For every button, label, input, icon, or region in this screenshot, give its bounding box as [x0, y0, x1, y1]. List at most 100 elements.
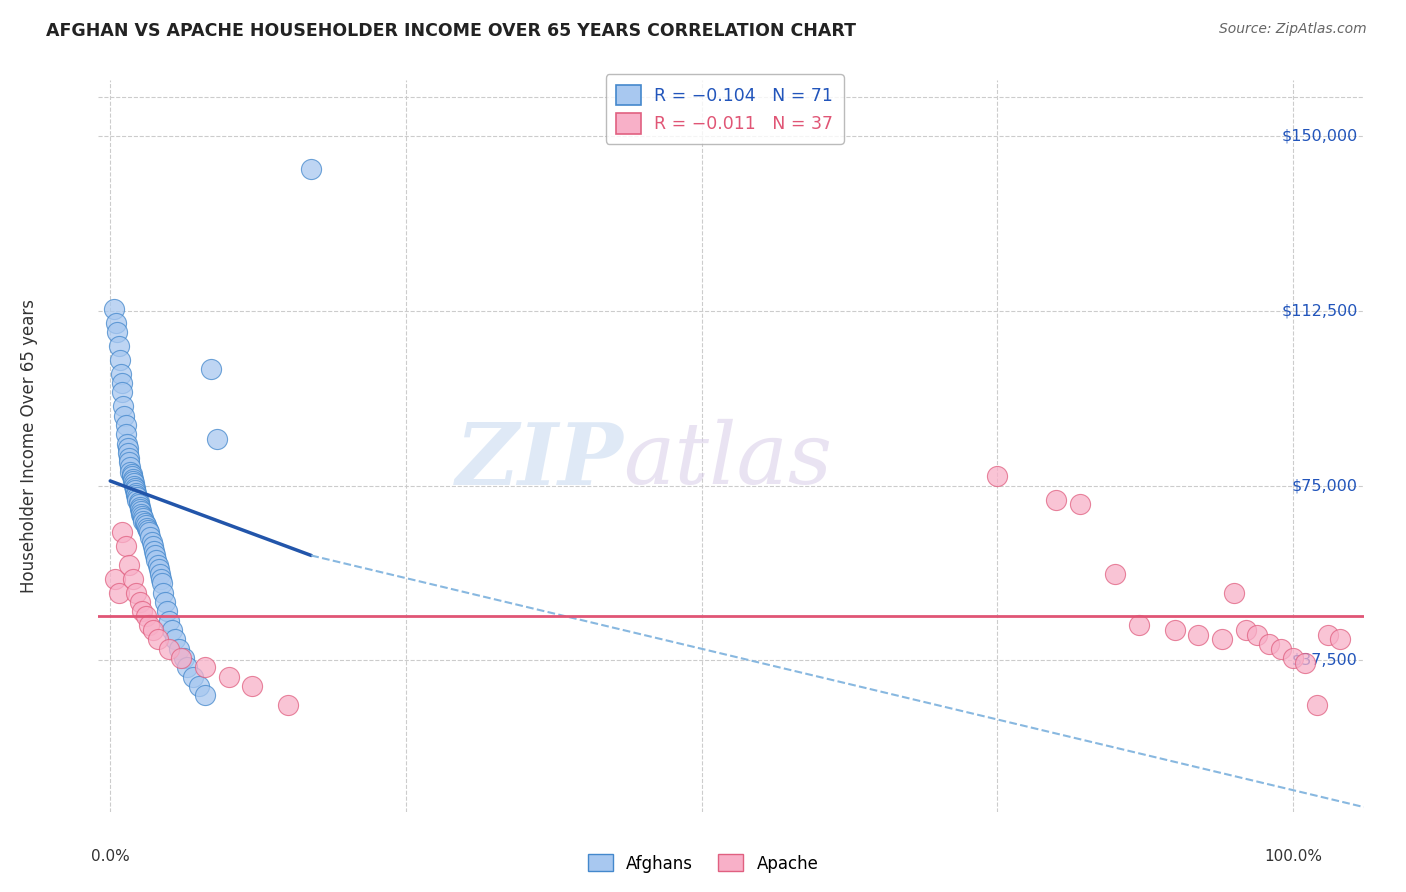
Point [165, 632, 187, 647]
Point [1104, 567, 1126, 582]
Point [200, 362, 222, 376]
Point [125, 586, 148, 600]
Point [1187, 628, 1209, 642]
Point [132, 514, 155, 528]
Point [142, 623, 165, 637]
Point [176, 660, 198, 674]
Point [110, 367, 132, 381]
Point [125, 488, 148, 502]
Point [121, 572, 143, 586]
Point [145, 553, 167, 567]
Point [150, 572, 173, 586]
Point [129, 507, 152, 521]
Point [124, 483, 146, 498]
Point [105, 325, 128, 339]
Text: ZIP: ZIP [456, 419, 623, 502]
Point [218, 670, 240, 684]
Point [146, 632, 169, 647]
Point [127, 490, 149, 504]
Point [131, 508, 153, 523]
Point [187, 679, 209, 693]
Text: AFGHAN VS APACHE HOUSEHOLDER INCOME OVER 65 YEARS CORRELATION CHART: AFGHAN VS APACHE HOUSEHOLDER INCOME OVER… [46, 22, 856, 40]
Point [240, 679, 263, 693]
Point [173, 651, 195, 665]
Text: Householder Income Over 65 years: Householder Income Over 65 years [20, 299, 38, 593]
Point [103, 301, 125, 316]
Point [107, 586, 129, 600]
Point [1234, 623, 1257, 637]
Point [108, 352, 131, 367]
Text: 0.0%: 0.0% [91, 849, 129, 864]
Point [114, 409, 136, 423]
Point [114, 539, 136, 553]
Point [152, 586, 174, 600]
Point [124, 481, 146, 495]
Point [111, 385, 134, 400]
Point [1270, 641, 1292, 656]
Point [1317, 628, 1340, 642]
Point [141, 534, 163, 549]
Point [114, 417, 136, 432]
Point [128, 500, 150, 514]
Point [125, 485, 148, 500]
Point [117, 442, 139, 456]
Point [112, 400, 135, 414]
Point [139, 530, 162, 544]
Point [143, 544, 166, 558]
Point [118, 455, 141, 469]
Point [104, 572, 127, 586]
Point [167, 641, 190, 656]
Text: atlas: atlas [623, 419, 832, 502]
Point [111, 525, 134, 540]
Point [160, 623, 183, 637]
Point [138, 525, 160, 540]
Point [120, 465, 142, 479]
Point [132, 511, 155, 525]
Point [1282, 651, 1305, 665]
Point [105, 316, 128, 330]
Point [194, 660, 217, 674]
Point [157, 641, 180, 656]
Point [181, 670, 204, 684]
Point [128, 595, 150, 609]
Text: $112,500: $112,500 [1281, 303, 1358, 318]
Point [143, 549, 166, 563]
Text: 100.0%: 100.0% [1264, 849, 1322, 864]
Point [1329, 632, 1351, 647]
Point [121, 474, 143, 488]
Point [153, 595, 176, 609]
Point [114, 427, 136, 442]
Point [1294, 656, 1316, 670]
Point [1069, 497, 1091, 511]
Point [121, 472, 143, 486]
Point [115, 436, 138, 450]
Point [122, 476, 145, 491]
Point [150, 576, 173, 591]
Point [1045, 492, 1067, 507]
Point [128, 497, 150, 511]
Legend: R = −0.104   N = 71, R = −0.011   N = 37: R = −0.104 N = 71, R = −0.011 N = 37 [606, 74, 844, 144]
Point [1163, 623, 1185, 637]
Point [1211, 632, 1233, 647]
Text: $75,000: $75,000 [1292, 478, 1358, 493]
Point [986, 469, 1008, 483]
Point [157, 614, 180, 628]
Text: Source: ZipAtlas.com: Source: ZipAtlas.com [1219, 22, 1367, 37]
Text: $37,500: $37,500 [1292, 653, 1358, 668]
Point [135, 518, 157, 533]
Point [148, 562, 170, 576]
Legend: Afghans, Apache: Afghans, Apache [581, 847, 825, 880]
Point [127, 492, 149, 507]
Point [170, 651, 193, 665]
Point [134, 516, 156, 530]
Point [138, 618, 160, 632]
Point [121, 469, 143, 483]
Point [299, 161, 322, 176]
Point [156, 604, 179, 618]
Point [121, 467, 143, 481]
Point [194, 688, 217, 702]
Point [1246, 628, 1268, 642]
Point [128, 495, 150, 509]
Point [1222, 586, 1244, 600]
Point [205, 432, 228, 446]
